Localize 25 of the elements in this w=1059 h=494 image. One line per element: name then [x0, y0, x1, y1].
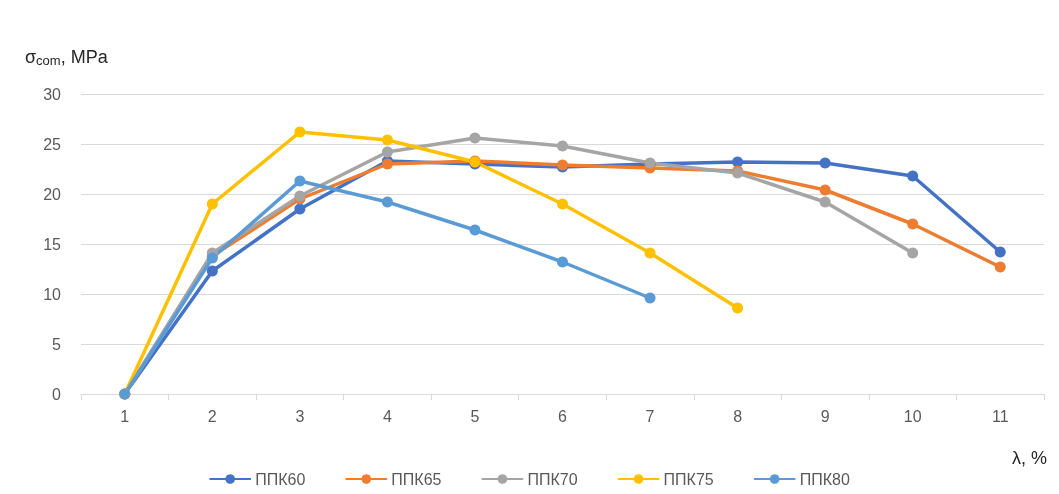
legend-label: ППК80: [799, 470, 850, 488]
y-tick-label: 20: [43, 185, 62, 203]
x-tick-label: 11: [991, 407, 1009, 425]
y-tick-label: 5: [52, 335, 62, 353]
x-tick-label: 5: [470, 407, 480, 425]
x-tick-label: 4: [382, 407, 392, 425]
legend-label: ППК75: [663, 470, 714, 488]
x-tick-label: 2: [207, 407, 217, 425]
x-tick-label: 8: [733, 407, 743, 425]
x-tick-label: 6: [558, 407, 568, 425]
x-tick-label: 10: [903, 407, 922, 425]
y-axis-title: σcom, MPa: [25, 47, 109, 68]
x-tick-label: 3: [295, 407, 305, 425]
x-tick-label: 1: [120, 407, 130, 425]
y-tick-label: 30: [43, 85, 62, 103]
legend-label: ППК70: [527, 470, 578, 488]
legend-label: ППК60: [255, 470, 306, 488]
x-tick-label: 9: [820, 407, 830, 425]
y-tick-label: 10: [43, 285, 62, 303]
x-axis-title: λ, %: [1011, 448, 1048, 468]
y-tick-label: 15: [43, 235, 62, 253]
y-tick-label: 0: [52, 385, 62, 403]
y-tick-label: 25: [43, 135, 62, 153]
legend-label: ППК65: [391, 470, 442, 488]
x-tick-label: 7: [645, 407, 655, 425]
